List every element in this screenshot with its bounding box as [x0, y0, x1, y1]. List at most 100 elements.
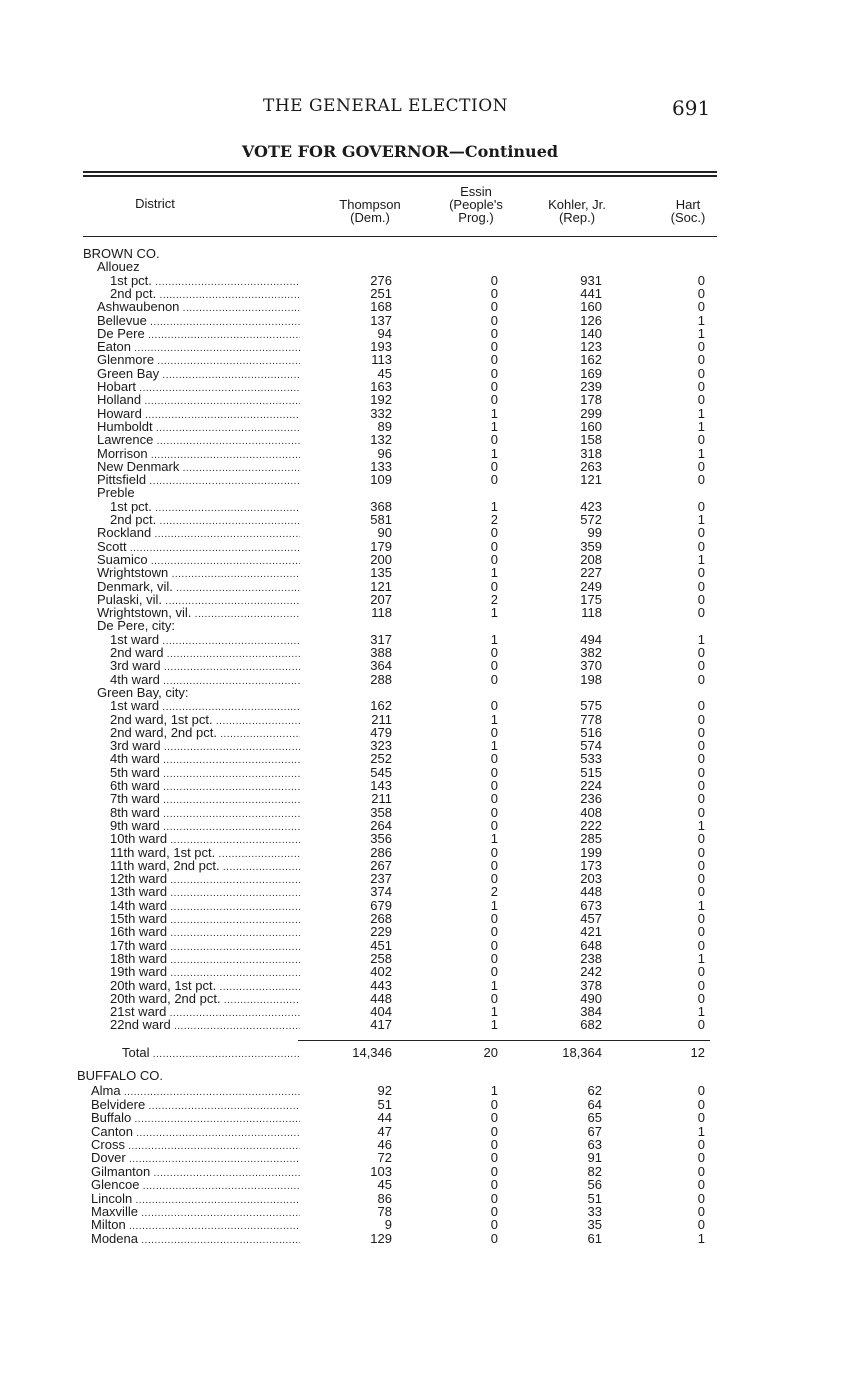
vote-essin: 0 — [490, 671, 498, 687]
district-name: Alma — [91, 1084, 300, 1099]
table-row: Green Bay 45 0 169 0 — [0, 367, 859, 380]
vote-essin: 0 — [490, 751, 498, 767]
vote-essin: 0 — [490, 964, 498, 980]
district-name: 2nd ward — [110, 646, 300, 661]
vote-kohler: 126 — [580, 312, 602, 328]
vote-hart: 0 — [697, 538, 705, 554]
section-heading: BUFFALO CO. — [0, 1069, 859, 1082]
district-name: Pittsfield — [97, 473, 300, 488]
vote-essin: 0 — [490, 804, 498, 820]
table-row: 3rd ward 323 1 574 0 — [0, 739, 859, 752]
vote-kohler: 160 — [580, 418, 602, 434]
table-row: Hobart 163 0 239 0 — [0, 380, 859, 393]
vote-hart: 0 — [697, 525, 705, 541]
vote-hart: 0 — [697, 299, 705, 315]
district-name: 11th ward, 2nd pct. — [110, 859, 300, 874]
district-name: Rockland — [97, 526, 300, 541]
vote-kohler: 384 — [580, 1004, 602, 1020]
vote-hart: 0 — [697, 738, 705, 754]
table-row: 1st ward 317 1 494 1 — [0, 633, 859, 646]
vote-thompson: 237 — [370, 871, 392, 887]
district-name: BROWN CO. — [83, 247, 160, 260]
vote-thompson: 46 — [377, 1137, 392, 1152]
vote-kohler: 408 — [580, 804, 602, 820]
district-name: Belvidere — [91, 1098, 300, 1113]
vote-hart: 0 — [697, 857, 705, 873]
vote-hart: 0 — [697, 1110, 705, 1126]
table-row: De Pere 94 0 140 1 — [0, 327, 859, 340]
section-heading: Preble — [0, 486, 859, 499]
vote-essin: 0 — [490, 817, 498, 833]
vote-thompson: 417 — [370, 1017, 392, 1033]
district-name: 20th ward, 2nd pct. — [110, 992, 300, 1007]
district-name: Total — [122, 1046, 300, 1061]
table-row: Glenmore 113 0 162 0 — [0, 353, 859, 366]
vote-essin: 2 — [490, 512, 498, 527]
vote-thompson: 251 — [370, 285, 392, 301]
vote-hart: 0 — [697, 871, 705, 887]
vote-hart: 0 — [697, 578, 705, 594]
vote-kohler: 35 — [587, 1217, 602, 1233]
district-name: Pulaski, vil. — [97, 593, 300, 608]
vote-essin: 0 — [490, 1096, 498, 1112]
header-thompson: Thompson (Dem.) — [325, 198, 415, 224]
vote-hart: 0 — [697, 937, 705, 953]
district-name: 8th ward — [110, 806, 300, 821]
vote-hart: 1 — [697, 631, 705, 647]
vote-hart: 0 — [697, 764, 705, 780]
table-row: 4th ward 252 0 533 0 — [0, 752, 859, 765]
vote-essin: 0 — [490, 432, 498, 448]
vote-kohler: 421 — [580, 924, 602, 940]
vote-thompson: 264 — [370, 817, 392, 833]
vote-hart: 1 — [697, 312, 705, 328]
table-row: Lincoln 86 0 51 0 — [0, 1192, 859, 1205]
vote-thompson: 451 — [370, 937, 392, 953]
vote-thompson: 193 — [370, 339, 392, 355]
district-name: 5th ward — [110, 766, 300, 781]
vote-thompson: 168 — [370, 299, 392, 315]
vote-essin: 1 — [490, 977, 498, 993]
vote-thompson: 404 — [370, 1004, 392, 1020]
vote-kohler: 67 — [587, 1123, 602, 1139]
table-title: VOTE FOR GOVERNOR—Continued — [241, 142, 559, 161]
header-essin: Essin (People's Prog.) — [436, 185, 516, 224]
district-name: 7th ward — [110, 792, 300, 807]
vote-kohler: 140 — [580, 325, 602, 341]
vote-thompson: 388 — [370, 645, 392, 660]
table-row: Eaton 193 0 123 0 — [0, 340, 859, 353]
table-row: 7th ward 211 0 236 0 — [0, 792, 859, 805]
vote-hart: 0 — [697, 911, 705, 926]
district-name: Buffalo — [91, 1111, 300, 1126]
table-row: Gilmanton 103 0 82 0 — [0, 1165, 859, 1178]
table-row: Denmark, vil. 121 0 249 0 — [0, 580, 859, 593]
table-row: 14th ward 679 1 673 1 — [0, 899, 859, 912]
vote-thompson: 368 — [370, 498, 392, 514]
vote-kohler: 198 — [580, 671, 602, 687]
district-name: Lawrence — [97, 433, 300, 448]
district-name: 4th ward — [110, 752, 300, 767]
district-name: Ashwaubenon — [97, 300, 300, 315]
table-row: Wrightstown 135 1 227 0 — [0, 566, 859, 579]
vote-thompson: 135 — [370, 565, 392, 581]
vote-thompson: 118 — [371, 605, 392, 621]
vote-kohler: 62 — [587, 1083, 602, 1099]
vote-hart: 0 — [697, 1017, 705, 1033]
table-row: Rockland 90 0 99 0 — [0, 526, 859, 539]
vote-thompson: 581 — [370, 512, 392, 527]
vote-essin: 0 — [490, 312, 498, 328]
vote-essin: 0 — [490, 1163, 498, 1179]
vote-hart: 1 — [697, 1230, 705, 1246]
vote-hart: 1 — [697, 445, 705, 461]
vote-essin: 0 — [490, 911, 498, 926]
district-name: 22nd ward — [110, 1018, 300, 1033]
vote-essin: 1 — [490, 897, 498, 913]
vote-thompson: 211 — [371, 791, 392, 807]
vote-thompson: 92 — [377, 1083, 392, 1099]
vote-kohler: 123 — [580, 339, 602, 355]
vote-kohler: 160 — [580, 299, 602, 315]
vote-thompson: 374 — [370, 884, 392, 900]
vote-hart: 0 — [697, 1150, 705, 1166]
district-name: Holland — [97, 393, 300, 408]
vote-essin: 0 — [490, 857, 498, 873]
vote-essin: 0 — [490, 1204, 498, 1219]
